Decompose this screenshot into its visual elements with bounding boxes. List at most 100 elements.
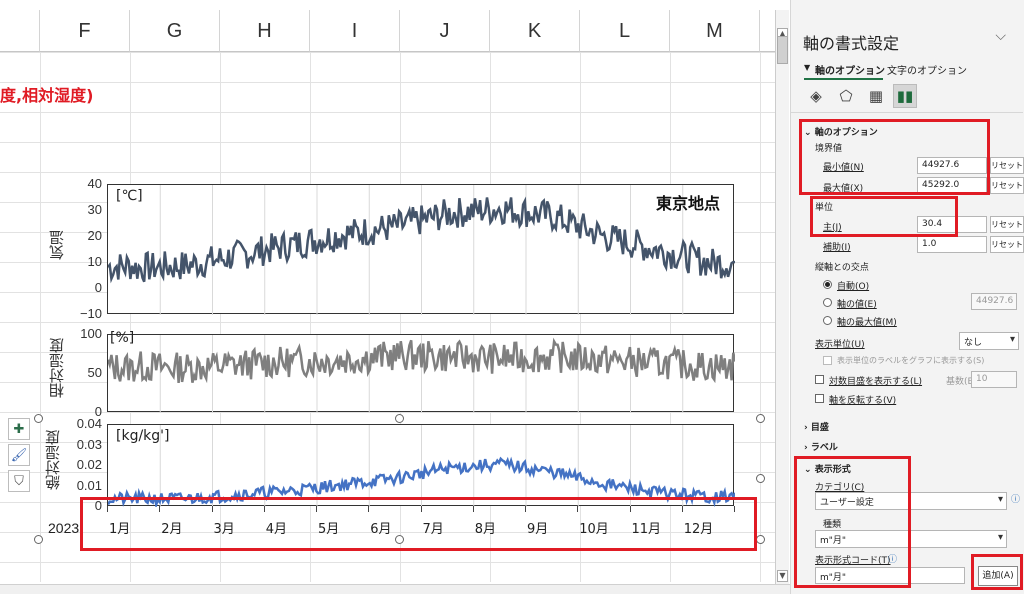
effects-icon[interactable]: ⬠ xyxy=(839,87,853,105)
fill-line-icon[interactable]: ◈ xyxy=(810,87,822,105)
ah-plot-area[interactable] xyxy=(107,424,735,507)
selection-handle-r[interactable] xyxy=(756,474,765,483)
radio-auto[interactable] xyxy=(823,280,832,289)
ah-series-line[interactable] xyxy=(108,425,735,507)
chart-filters-button[interactable]: ⛉ xyxy=(8,470,30,492)
column-header-m[interactable]: M xyxy=(670,10,760,52)
x-tick-label: 2月 xyxy=(161,522,183,537)
selection-handle-tr[interactable] xyxy=(756,414,765,423)
chevron-down-icon[interactable]: ⌵ xyxy=(995,28,1006,44)
category-label: カテゴリ(C) xyxy=(815,483,865,493)
radio-axis-value[interactable] xyxy=(823,298,832,307)
section-labels[interactable]: › ラベル xyxy=(804,440,838,453)
y-tick-label: 0.02 xyxy=(76,457,102,472)
max-reset-button[interactable]: リセット xyxy=(990,177,1024,194)
row-gridline xyxy=(0,322,776,323)
log-scale-label[interactable]: 対数目盛を表示する(L) xyxy=(829,377,923,387)
selection-handle-b[interactable] xyxy=(395,535,404,544)
horizontal-scrollbar[interactable] xyxy=(0,584,790,594)
column-header-h[interactable]: H xyxy=(220,10,310,52)
location-label[interactable]: 東京地点 xyxy=(656,194,721,213)
radio-axis-value-label[interactable]: 軸の値(E) xyxy=(837,300,877,310)
section-axis-options[interactable]: ⌄ 軸のオプション xyxy=(804,125,878,138)
ah-axis-title[interactable]: 絶対湿度 xyxy=(44,430,62,490)
scroll-thumb[interactable] xyxy=(777,36,788,64)
temp-unit-label[interactable]: [℃] xyxy=(116,188,143,204)
temp-plot-area[interactable] xyxy=(107,184,735,315)
y-tick-label: 20 xyxy=(87,228,102,243)
tab-text-options[interactable]: 文字のオプション xyxy=(887,66,967,77)
ah-unit-label[interactable]: [kg/kg'] xyxy=(116,428,170,444)
x-tick-mark xyxy=(107,506,108,512)
reverse-axis-label[interactable]: 軸を反転する(V) xyxy=(829,396,897,406)
display-units-select[interactable]: なし xyxy=(959,332,1019,350)
format-axis-pane[interactable]: 軸の書式設定 ⌵ ▼ 軸のオプション 文字のオプション ◈ ⬠ ▦ ▮▮ ⌄ 軸… xyxy=(790,0,1024,594)
chart-styles-button[interactable]: 🖌 xyxy=(8,444,30,466)
chart-elements-button[interactable]: ✚ xyxy=(8,418,30,440)
rh-axis-title[interactable]: 相対湿度 xyxy=(48,338,66,398)
series-line xyxy=(108,337,735,384)
min-reset-button[interactable]: リセット xyxy=(990,157,1024,174)
column-header-j[interactable]: J xyxy=(400,10,490,52)
category-select[interactable]: ユーザー設定 xyxy=(815,492,1007,510)
radio-axis-max[interactable] xyxy=(823,316,832,325)
selection-handle-t[interactable] xyxy=(395,414,404,423)
scroll-down-arrow[interactable]: ▼ xyxy=(777,570,788,582)
selection-handle-br[interactable] xyxy=(756,535,765,544)
series-line xyxy=(108,196,735,284)
column-gridline xyxy=(310,52,311,582)
column-header-i[interactable]: I xyxy=(310,10,400,52)
format-code-input[interactable]: m"月" xyxy=(815,567,965,584)
rh-unit-label[interactable]: [%] xyxy=(110,330,135,346)
temp-axis-title[interactable]: 気温 xyxy=(48,230,66,260)
row-gridline xyxy=(0,532,776,533)
major-input[interactable]: 30.4 xyxy=(917,216,987,233)
tab-axis-options[interactable]: 軸のオプション xyxy=(815,66,885,77)
column-header-l[interactable]: L xyxy=(580,10,670,52)
cross-label: 縦軸との交点 xyxy=(815,263,869,273)
column-header-f[interactable]: F xyxy=(40,10,130,52)
add-button[interactable]: 追加(A) xyxy=(978,566,1018,586)
axis-value-input[interactable]: 44927.6 xyxy=(971,293,1017,310)
temp-series-line[interactable] xyxy=(108,185,735,315)
kind-select[interactable]: m"月" xyxy=(815,530,1007,548)
column-header-partial-right[interactable] xyxy=(760,10,776,52)
rh-series-line[interactable] xyxy=(108,335,735,413)
vertical-scrollbar[interactable]: ▲ ▼ xyxy=(775,10,789,584)
column-gridline xyxy=(220,52,221,582)
selection-handle-bl[interactable] xyxy=(34,535,43,544)
chart[interactable]: 気温 [℃] 東京地点 40 30 20 10 0 −10 相対湿度 [%] 100 50 0… xyxy=(34,168,772,550)
base-input[interactable]: 10 xyxy=(971,371,1017,388)
minor-reset-button[interactable]: リセット xyxy=(990,236,1024,253)
show-units-checkbox[interactable] xyxy=(823,356,832,365)
column-header-partial[interactable] xyxy=(0,10,40,52)
sheet-title-cell[interactable]: 度,相対湿度) xyxy=(0,86,94,105)
section-ticks-label: 目盛 xyxy=(810,423,829,433)
log-scale-checkbox[interactable] xyxy=(815,375,824,384)
column-header-g[interactable]: G xyxy=(130,10,220,52)
min-label: 最小値(N) xyxy=(823,163,864,173)
section-ticks[interactable]: › 目盛 xyxy=(804,420,829,433)
reverse-axis-checkbox[interactable] xyxy=(815,394,824,403)
info-icon[interactable]: ⓘ xyxy=(1011,495,1021,505)
spreadsheet[interactable]: F G H I J K L M 度,相対湿度) 2023 ✚ 🖌 ⛉ 気温 [℃… xyxy=(0,0,776,594)
max-label: 最大値(X) xyxy=(823,184,864,194)
minor-input[interactable]: 1.0 xyxy=(917,236,987,253)
selection-handle-tl[interactable] xyxy=(34,414,43,423)
min-input[interactable]: 44927.6 xyxy=(917,157,987,174)
highlight-add-box xyxy=(971,554,1023,590)
column-header-k[interactable]: K xyxy=(490,10,580,52)
radio-auto-label[interactable]: 自動(O) xyxy=(837,282,870,292)
radio-axis-max-label[interactable]: 軸の最大値(M) xyxy=(837,318,897,328)
section-number-format[interactable]: ⌄ 表示形式 xyxy=(804,462,851,475)
column-gridline xyxy=(670,52,671,582)
section-axis-options-label: 軸のオプション xyxy=(814,128,878,138)
size-properties-icon[interactable]: ▦ xyxy=(868,87,884,105)
y-tick-label: 0.03 xyxy=(76,436,102,452)
major-reset-button[interactable]: リセット xyxy=(990,216,1024,233)
rh-plot-area[interactable] xyxy=(107,334,735,413)
info-icon[interactable]: ⓘ xyxy=(888,555,898,565)
row-gridline xyxy=(0,172,776,173)
x-tick-label: 4月 xyxy=(265,522,288,537)
bar-chart-icon[interactable]: ▮▮ xyxy=(893,84,917,108)
